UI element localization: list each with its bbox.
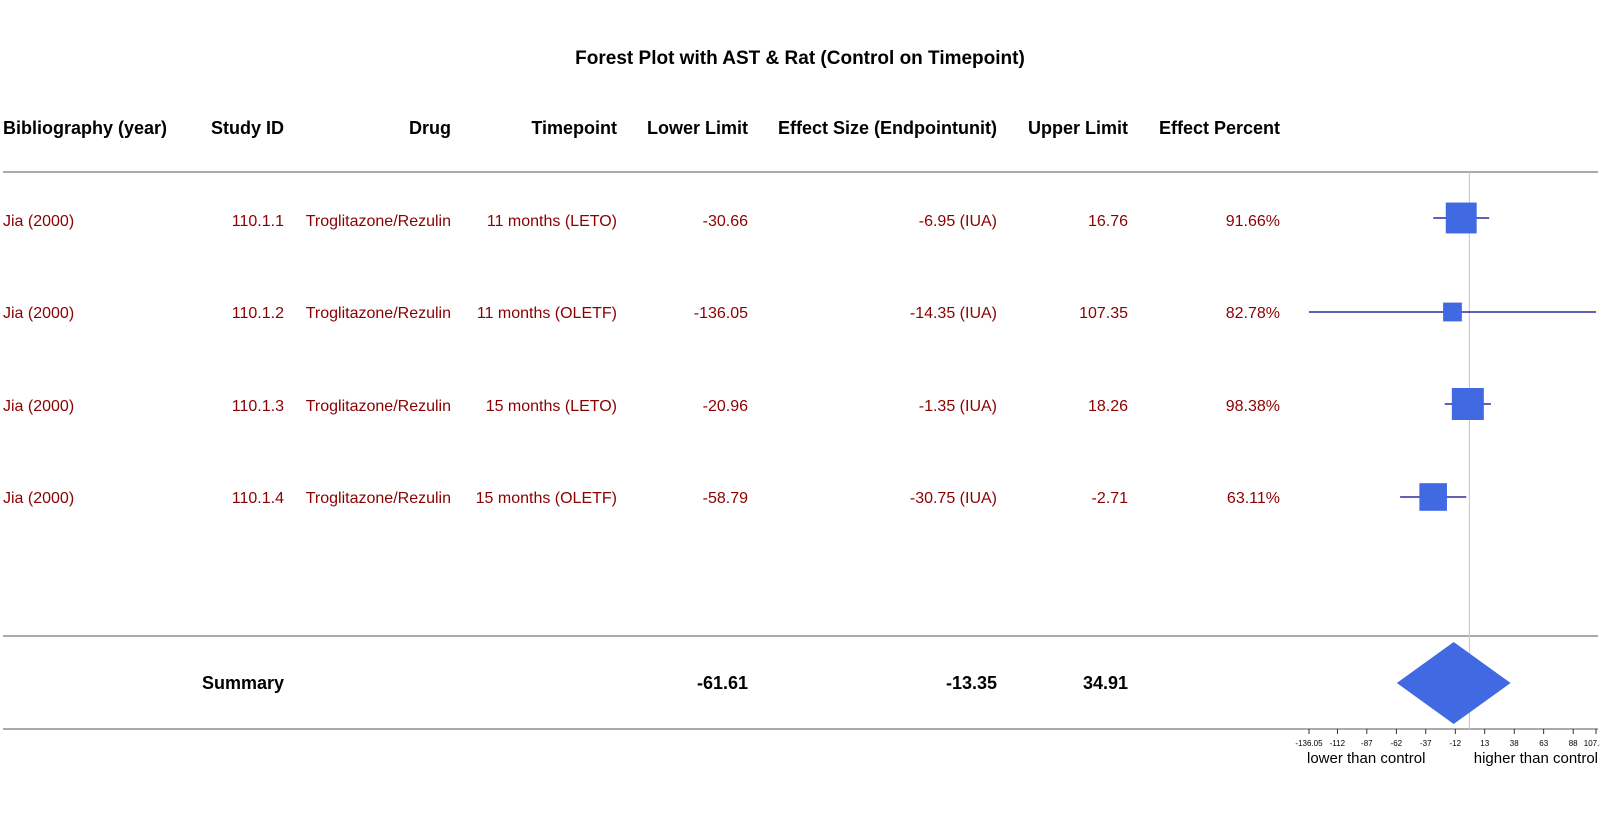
header-study-id: Study ID: [211, 118, 284, 138]
row-1-study-id: 110.1.1: [232, 213, 284, 230]
row-3-effect-size: -1.35 (IUA): [919, 398, 997, 415]
x-tick-label-11: 107.35: [1584, 739, 1600, 748]
row-2-effect-size: -14.35 (IUA): [910, 305, 997, 322]
row-3-drug: Troglitazone/Rezulin: [306, 398, 451, 415]
row-4-effect-size: -30.75 (IUA): [910, 490, 997, 507]
chart-title: Forest Plot with AST & Rat (Control on T…: [575, 48, 1025, 69]
x-tick-label-1: -136.05: [1295, 739, 1323, 748]
lower-than-control-label: lower than control: [1307, 750, 1425, 767]
x-tick-label-7: 13: [1480, 739, 1489, 748]
column-headers: Bibliography (year) Study ID Drug Timepo…: [3, 118, 1280, 138]
effect-box-row-3: [1451, 388, 1484, 420]
x-tick-label-6: -12: [1449, 739, 1461, 748]
row-3-study-id: 110.1.3: [232, 398, 284, 415]
row-4-bibliography: Jia (2000): [3, 490, 74, 507]
x-tick-label-5: -37: [1420, 739, 1432, 748]
row-3: Jia (2000) 110.1.3 Troglitazone/Rezulin …: [3, 398, 1280, 415]
row-1-bibliography: Jia (2000): [3, 213, 74, 230]
row-1-effect-size: -6.95 (IUA): [919, 213, 997, 230]
row-4: Jia (2000) 110.1.4 Troglitazone/Rezulin …: [3, 490, 1280, 507]
x-tick-label-4: -62: [1391, 739, 1403, 748]
row-1-effect-percent: 91.66%: [1226, 213, 1280, 230]
row-2-study-id: 110.1.2: [232, 305, 284, 322]
row-4-study-id: 110.1.4: [232, 490, 284, 507]
row-4-effect-percent: 63.11%: [1227, 490, 1280, 507]
effect-box-row-4: [1419, 483, 1447, 511]
row-3-bibliography: Jia (2000): [3, 398, 74, 415]
row-2-upper-limit: 107.35: [1079, 305, 1128, 322]
summary-label: Summary: [202, 673, 284, 693]
row-1-timepoint: 11 months (LETO): [487, 213, 617, 230]
row-2-drug: Troglitazone/Rezulin: [306, 305, 451, 322]
summary-diamond: [1396, 642, 1511, 724]
header-upper-limit: Upper Limit: [1028, 118, 1128, 138]
higher-than-control-label: higher than control: [1474, 750, 1598, 767]
row-3-upper-limit: 18.26: [1088, 398, 1128, 415]
x-tick-label-3: -87: [1361, 739, 1373, 748]
header-lower-limit: Lower Limit: [647, 118, 748, 138]
row-4-drug: Troglitazone/Rezulin: [306, 490, 451, 507]
summary-upper-limit: 34.91: [1083, 673, 1128, 693]
row-1-upper-limit: 16.76: [1088, 213, 1128, 230]
row-2-bibliography: Jia (2000): [3, 305, 74, 322]
row-4-upper-limit: -2.71: [1092, 490, 1129, 507]
header-timepoint: Timepoint: [531, 118, 617, 138]
row-2: Jia (2000) 110.1.2 Troglitazone/Rezulin …: [3, 305, 1280, 322]
row-4-timepoint: 15 months (OLETF): [476, 490, 617, 507]
row-1: Jia (2000) 110.1.1 Troglitazone/Rezulin …: [3, 213, 1280, 230]
row-4-lower-limit: -58.79: [703, 490, 748, 507]
row-2-effect-percent: 82.78%: [1226, 305, 1280, 322]
row-3-timepoint: 15 months (LETO): [486, 398, 617, 415]
x-tick-label-2: -112: [1330, 739, 1346, 748]
row-3-lower-limit: -20.96: [703, 398, 748, 415]
x-tick-label-9: 63: [1539, 739, 1548, 748]
effect-box-row-1: [1445, 202, 1477, 234]
x-tick-label-10: 88: [1569, 739, 1578, 748]
summary-lower-limit: -61.61: [697, 673, 748, 693]
x-tick-label-8: 38: [1510, 739, 1519, 748]
x-axis: -136.05 -112 -87 -62 -37 -12 13 38 63 88 107.35: [1295, 729, 1600, 748]
header-bibliography: Bibliography (year): [3, 118, 167, 138]
header-effect-percent: Effect Percent: [1159, 118, 1280, 138]
summary-row: Summary -61.61 -13.35 34.91: [202, 673, 1128, 693]
row-3-effect-percent: 98.38%: [1226, 398, 1280, 415]
row-2-lower-limit: -136.05: [694, 305, 748, 322]
row-2-timepoint: 11 months (OLETF): [477, 305, 617, 322]
effect-box-row-2: [1443, 302, 1462, 322]
summary-effect-size: -13.35: [946, 673, 997, 693]
forest-marks: [1309, 172, 1596, 729]
header-effect-size: Effect Size (Endpointunit): [778, 118, 997, 138]
header-drug: Drug: [409, 118, 451, 138]
row-1-lower-limit: -30.66: [703, 213, 748, 230]
row-1-drug: Troglitazone/Rezulin: [306, 213, 451, 230]
